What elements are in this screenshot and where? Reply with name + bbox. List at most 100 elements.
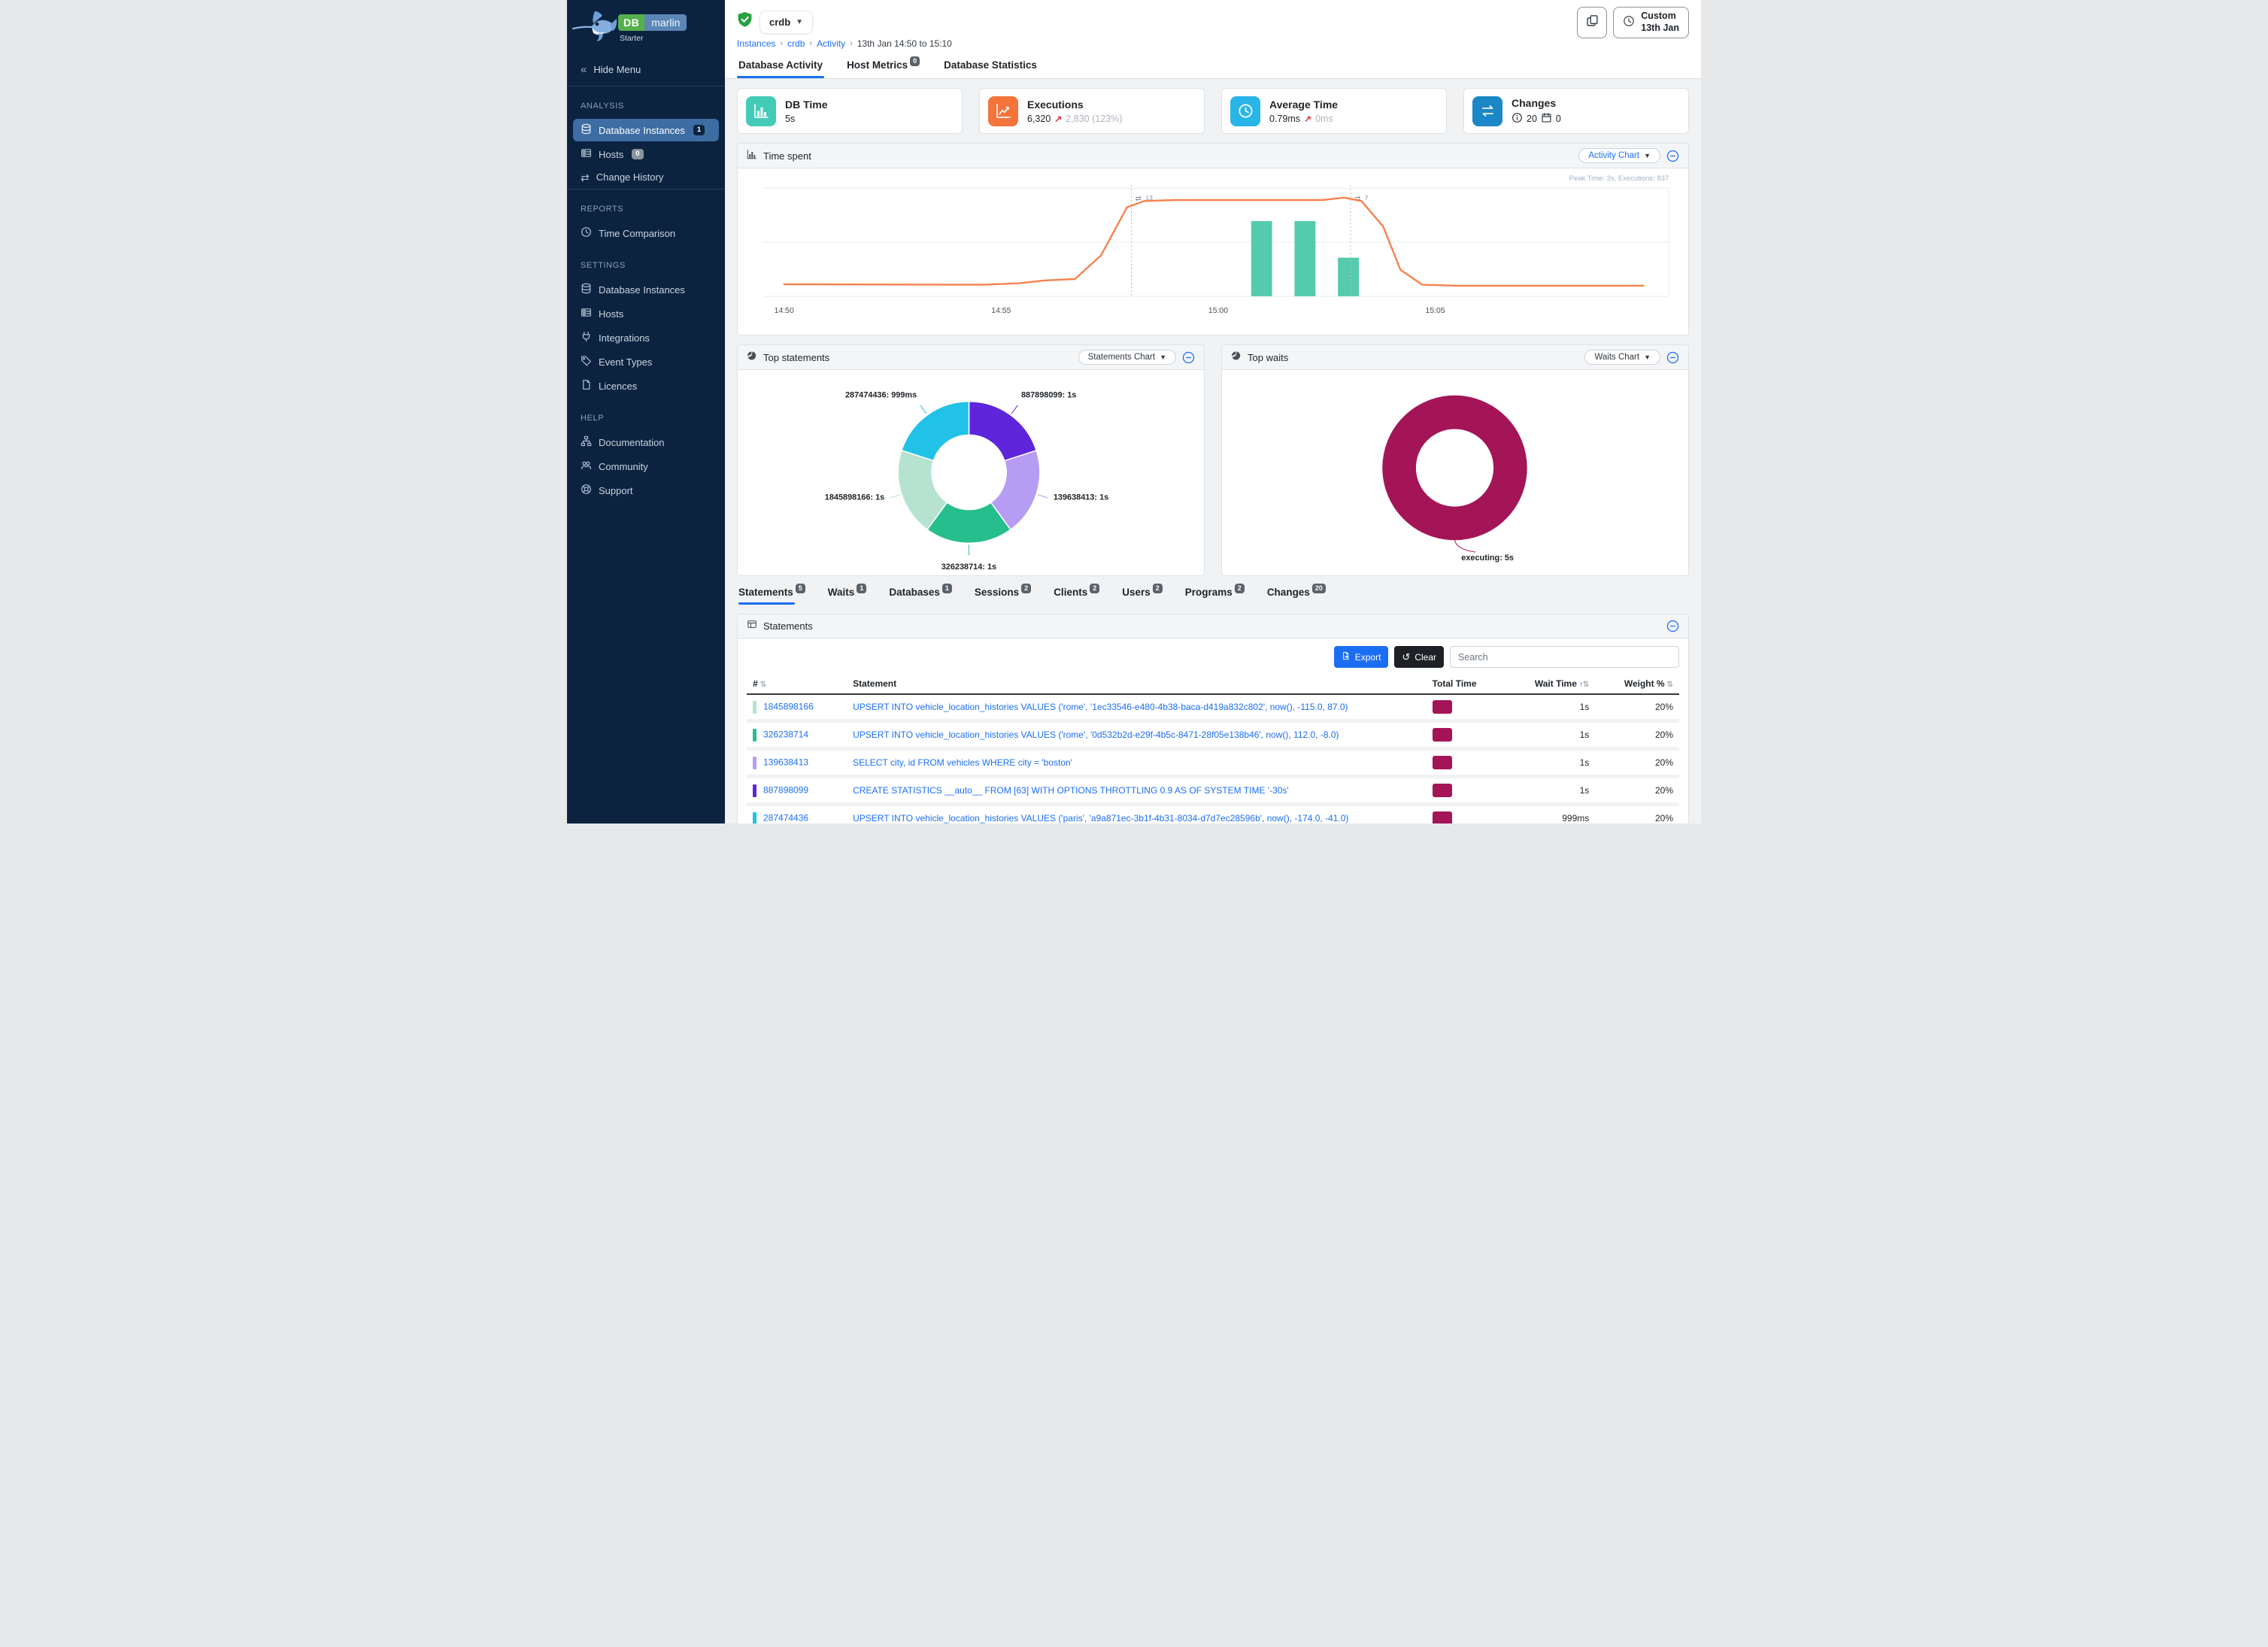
- tab-database-activity[interactable]: Database Activity: [737, 58, 825, 78]
- sort-icon[interactable]: ⇅: [1666, 681, 1673, 689]
- total-time-cell: [1426, 694, 1504, 723]
- sidebar-item-hosts[interactable]: Hosts: [573, 302, 719, 325]
- sidebar-item-hosts[interactable]: Hosts 0: [573, 143, 719, 165]
- sidebar-item-community[interactable]: Community: [573, 455, 719, 478]
- export-icon: [1342, 651, 1351, 663]
- statement-link[interactable]: UPSERT INTO vehicle_location_histories V…: [853, 729, 1339, 740]
- marlin-fish-icon: [572, 8, 618, 49]
- statement-link[interactable]: SELECT city, id FROM vehicles WHERE city…: [853, 757, 1072, 768]
- sitemap-icon: [581, 435, 592, 449]
- column-header-statement[interactable]: Statement: [847, 674, 1427, 695]
- donut-row: Top statements Statements Chart ▼ 887898…: [737, 335, 1689, 576]
- top-statements-panel: Top statements Statements Chart ▼ 887898…: [737, 344, 1205, 576]
- detail-tab-users[interactable]: Users 2: [1122, 584, 1163, 605]
- panel-title: Time spent: [763, 150, 811, 162]
- statement-id-link[interactable]: 1845898166: [763, 701, 814, 712]
- column-header-total-time[interactable]: Total Time: [1426, 674, 1504, 695]
- detail-tab-waits[interactable]: Waits 1: [828, 584, 867, 605]
- svg-text:Peak Time: 2s, Executions: 837: Peak Time: 2s, Executions: 837: [1569, 174, 1669, 183]
- metric-card-changes[interactable]: Changes 20 0: [1463, 88, 1689, 134]
- caret-down-icon: ▼: [1644, 152, 1651, 159]
- tab-database-statistics[interactable]: Database Statistics: [944, 59, 1037, 71]
- breadcrumb-link-activity[interactable]: Activity: [817, 38, 846, 49]
- database-icon: [581, 123, 592, 137]
- column-header-wait-time[interactable]: Wait Time ↑⇅: [1503, 674, 1596, 695]
- statement-color-chip: [753, 756, 757, 769]
- total-time-bar: [1432, 700, 1452, 714]
- sort-icon[interactable]: ⇅: [760, 681, 767, 689]
- panel-title: Top waits: [1248, 351, 1289, 363]
- event-count: 0: [1555, 113, 1561, 124]
- sidebar-item-event-types[interactable]: Event Types: [573, 350, 719, 373]
- statement-id-link[interactable]: 887898099: [763, 784, 809, 796]
- statement-id-link[interactable]: 326238714: [763, 729, 809, 740]
- detail-tab-programs[interactable]: Programs 2: [1185, 584, 1245, 605]
- column-header--[interactable]: # ⇅: [747, 674, 847, 695]
- collapse-panel-button[interactable]: [1666, 620, 1679, 632]
- sidebar-item-time-comparison[interactable]: Time Comparison: [573, 222, 719, 244]
- sidebar-item-documentation[interactable]: Documentation: [573, 431, 719, 453]
- table-row: 326238714 UPSERT INTO vehicle_location_hi…: [747, 720, 1679, 751]
- hide-menu-button[interactable]: « Hide Menu: [581, 63, 641, 76]
- table-icon: [747, 619, 757, 633]
- tab-badge: 1: [941, 584, 952, 593]
- event-icon: [581, 355, 592, 369]
- sidebar-item-integrations[interactable]: Integrations: [573, 326, 719, 349]
- total-time-cell: [1426, 804, 1504, 824]
- shield-check-icon: [737, 11, 753, 32]
- export-button[interactable]: Export: [1333, 646, 1389, 668]
- metric-card-average-time[interactable]: Average Time 0.79ms ↗ 0ms: [1221, 88, 1447, 134]
- metric-card-db-time[interactable]: DB Time 5s: [737, 88, 963, 134]
- metric-card-executions[interactable]: Executions 6,320 ↗ 2,830 (123%): [979, 88, 1205, 134]
- clear-button[interactable]: ↺ Clear: [1394, 646, 1444, 668]
- tab-host-metrics[interactable]: Host Metrics 0: [845, 56, 921, 78]
- detail-tab-clients[interactable]: Clients 2: [1054, 584, 1100, 605]
- collapse-panel-button[interactable]: [1182, 351, 1195, 364]
- statement-id-link[interactable]: 287474436: [763, 812, 809, 824]
- collapse-panel-button[interactable]: [1666, 150, 1679, 162]
- instance-selector[interactable]: crdb ▼: [760, 10, 814, 34]
- wait-time-cell: 1s: [1503, 776, 1596, 806]
- statements-chart-dropdown[interactable]: Statements Chart ▼: [1078, 350, 1176, 365]
- trend-up-icon: ↗: [1304, 113, 1312, 124]
- time-spent-chart[interactable]: 14:50 14:55 15:00 15:05 ⇄ 13 ⇄ 7 Peak Time: 2s, …: [741, 170, 1685, 329]
- sidebar-item-licences[interactable]: Licences: [573, 375, 719, 397]
- statement-cell: UPSERT INTO vehicle_location_histories V…: [847, 804, 1427, 824]
- top-waits-donut[interactable]: executing: 5s: [1222, 370, 1688, 572]
- exchange-icon: ⇄: [581, 171, 590, 184]
- rotate-left-icon: ↺: [1402, 651, 1411, 663]
- sidebar-section-reports: REPORTS: [581, 205, 624, 214]
- breadcrumb-link-instances[interactable]: Instances: [737, 38, 776, 49]
- detail-tab-statements[interactable]: Statements 5: [738, 584, 805, 605]
- sidebar: DB marlin Starter « Hide Menu ANALYSIS Da…: [567, 0, 725, 824]
- activity-chart-dropdown[interactable]: Activity Chart ▼: [1578, 148, 1660, 163]
- statement-id-link[interactable]: 139638413: [763, 757, 809, 768]
- statement-link[interactable]: UPSERT INTO vehicle_location_histories V…: [853, 813, 1349, 824]
- column-header-weight-[interactable]: Weight % ⇅: [1595, 674, 1679, 695]
- tab-badge: 1: [857, 584, 867, 593]
- sidebar-item-database-instances[interactable]: Database Instances: [573, 278, 719, 301]
- sidebar-item-database-instances[interactable]: Database Instances 1: [573, 119, 719, 141]
- card-value: 5s: [785, 113, 796, 124]
- collapse-panel-button[interactable]: [1666, 351, 1679, 364]
- time-range-button[interactable]: Custom 13th Jan: [1613, 7, 1689, 38]
- top-waits-panel: Top waits Waits Chart ▼ executing: 5s: [1221, 344, 1689, 576]
- sidebar-item-support[interactable]: Support: [573, 479, 719, 502]
- clock-icon: [581, 226, 592, 240]
- detail-tab-databases[interactable]: Databases 1: [889, 584, 952, 605]
- statement-link[interactable]: CREATE STATISTICS __auto__ FROM [63] WIT…: [853, 785, 1289, 796]
- copy-link-button[interactable]: [1577, 7, 1608, 38]
- statement-id-cell: 139638413: [747, 748, 847, 778]
- detail-tab-changes[interactable]: Changes 20: [1267, 584, 1326, 605]
- top-statements-donut[interactable]: 887898099: 1s 139638413: 1s 326238714: 1s 1…: [738, 370, 1204, 572]
- sort-icon-active[interactable]: ↑⇅: [1578, 681, 1590, 689]
- weight-cell: 20%: [1595, 748, 1679, 778]
- breadcrumb-link-crdb[interactable]: crdb: [787, 38, 805, 49]
- search-input[interactable]: [1450, 646, 1679, 668]
- statement-link[interactable]: UPSERT INTO vehicle_location_histories V…: [853, 702, 1348, 712]
- detail-tab-sessions[interactable]: Sessions 2: [975, 584, 1032, 605]
- tab-badge: 5: [795, 584, 805, 593]
- waits-chart-dropdown[interactable]: Waits Chart ▼: [1584, 350, 1660, 365]
- sidebar-item-change-history[interactable]: ⇄ Change History: [581, 171, 664, 184]
- dbmarlin-logo[interactable]: DB marlin Starter: [567, 0, 725, 49]
